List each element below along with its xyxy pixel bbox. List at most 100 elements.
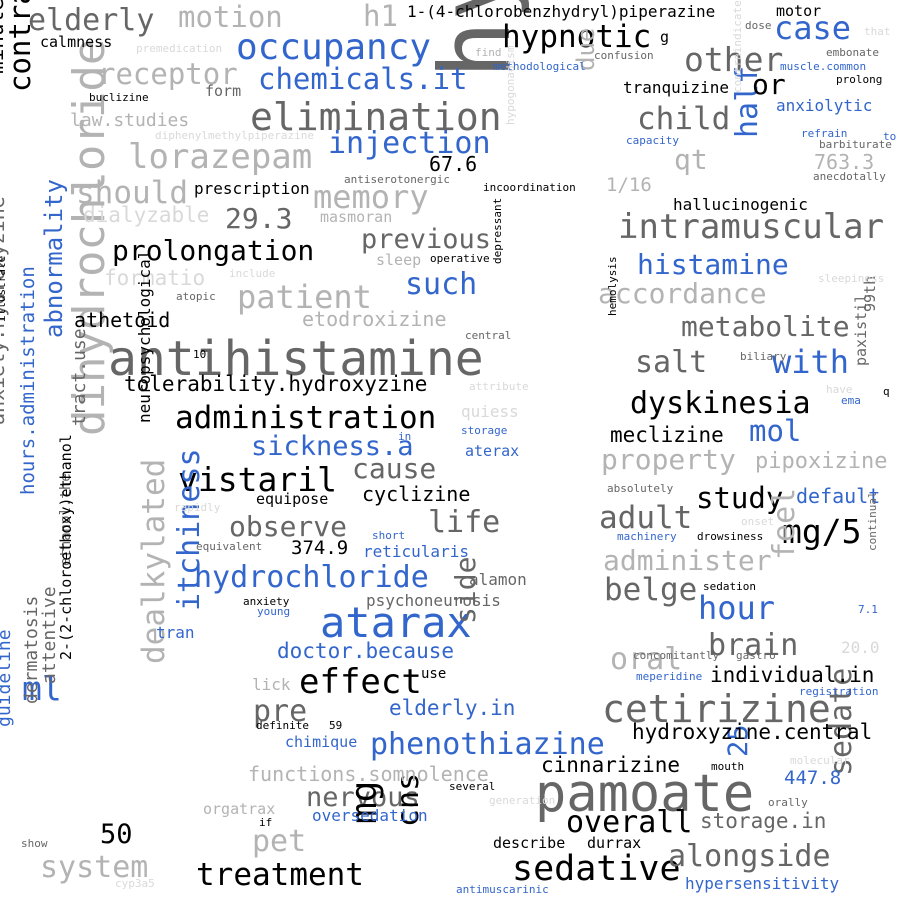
cloud-word: elderly.in	[389, 696, 516, 720]
cloud-word: guideline	[0, 629, 15, 727]
cloud-word: qt	[674, 143, 708, 176]
cloud-word: orally	[768, 796, 808, 809]
cloud-word: oversedation	[312, 806, 428, 825]
cloud-word: prolongation	[112, 234, 315, 267]
cloud-word: anecdotally	[813, 170, 886, 183]
cloud-word: ml	[22, 669, 62, 708]
cloud-word: show	[21, 837, 48, 850]
cloud-word: capacity	[626, 134, 679, 147]
cloud-word: individual.in	[710, 663, 875, 687]
cloud-word: neuropsychological	[135, 249, 154, 423]
cloud-word: tran	[156, 623, 195, 642]
cloud-word: phenothiazine	[370, 727, 605, 762]
cloud-word: receptor	[98, 57, 238, 91]
cloud-word: h1	[363, 0, 398, 33]
cloud-word: that	[864, 25, 891, 38]
cloud-word: equivalent	[196, 540, 263, 553]
cloud-word: nervous	[306, 782, 420, 813]
cloud-word: overall	[566, 805, 693, 840]
cloud-word: muscle.common	[780, 60, 867, 73]
cloud-word: pamoate	[535, 764, 755, 824]
cloud-word: 374.9	[291, 537, 349, 559]
cloud-word: young	[257, 605, 291, 618]
cloud-word: barbiturate	[819, 138, 892, 151]
cloud-word: patient	[237, 278, 372, 316]
cloud-word: mouth	[711, 760, 745, 773]
cloud-word: meperidine	[636, 670, 703, 683]
cloud-word: storage	[461, 424, 508, 437]
cloud-word: 20.0	[841, 638, 880, 657]
cloud-word: registration	[799, 685, 879, 698]
cloud-word: if	[259, 816, 273, 829]
cloud-word: biliary	[740, 350, 787, 363]
cloud-word: sickness.a	[251, 431, 414, 462]
cloud-word: elderly	[28, 3, 155, 38]
cloud-word: effect	[299, 662, 422, 702]
cloud-word: hemolysis	[606, 256, 619, 316]
cloud-word: 10	[193, 348, 207, 361]
cloud-word: formatio	[104, 266, 206, 290]
cloud-word: attribute	[469, 380, 529, 393]
cloud-word: absolutely	[607, 482, 674, 495]
cloud-word: sleep	[376, 251, 422, 269]
cloud-word: injection	[328, 126, 491, 161]
cloud-word: definite	[256, 719, 309, 732]
cloud-word: short	[372, 529, 406, 542]
cloud-word: functions.somnolence	[248, 762, 489, 786]
cloud-word: machinery	[617, 530, 677, 543]
cloud-word: hydroxyzine.central	[632, 720, 873, 744]
cloud-word: anxiety	[243, 595, 290, 608]
cloud-word: dermatosis	[21, 595, 42, 704]
cloud-word: mol	[749, 414, 802, 448]
cloud-word: meclizine	[610, 423, 724, 447]
cloud-word: cinnarizine	[541, 753, 681, 777]
cloud-word: 59	[329, 719, 343, 732]
cloud-word: itchiness	[172, 448, 207, 611]
cloud-word: 1-(4-chlorobenzhydryl)piperazine	[407, 2, 716, 21]
cloud-word: observe	[229, 510, 348, 543]
cloud-word: g	[660, 28, 670, 46]
cloud-word: administer	[603, 544, 772, 577]
cloud-word: generation	[489, 794, 556, 807]
cloud-word: metabolite	[681, 310, 850, 343]
cloud-word: sedative	[512, 849, 681, 889]
cloud-word: motor	[776, 2, 822, 20]
cloud-word: concomitantly	[633, 649, 720, 662]
cloud-word: 29.3	[225, 202, 293, 235]
cloud-word: child	[637, 101, 731, 137]
cloud-word: hours.administration	[17, 266, 39, 495]
cloud-word: intramuscular	[618, 207, 885, 247]
cloud-word: buclizine	[89, 91, 149, 104]
cloud-word: include	[229, 267, 276, 280]
cloud-word: occupancy	[236, 27, 432, 68]
cloud-word: hypersensitivity	[685, 874, 840, 893]
cloud-word: lick	[252, 675, 291, 694]
cloud-word: aterax	[465, 442, 520, 460]
cloud-word: or	[752, 68, 786, 101]
cloud-word: prescription	[194, 179, 310, 198]
cloud-word: tranquizine	[623, 78, 729, 97]
cloud-word: equipose	[256, 490, 329, 508]
cloud-word: reticularis	[363, 542, 469, 561]
cloud-word: lorazepam	[128, 137, 313, 177]
cloud-word: hour	[698, 589, 776, 627]
cloud-word: hallucinogenic	[673, 195, 808, 214]
cloud-word: chimique	[285, 733, 358, 751]
cloud-word: pipoxizine	[755, 449, 888, 474]
cloud-word: continual	[866, 491, 879, 551]
cloud-word: 67.6	[429, 152, 478, 176]
cloud-word: methodological	[493, 60, 586, 73]
cloud-word: psychoneurosis	[366, 591, 501, 610]
cloud-word: have	[826, 383, 853, 396]
cloud-word: illustrate	[0, 255, 8, 322]
cloud-word: belge	[604, 572, 698, 608]
cloud-word: drowsiness	[697, 530, 764, 543]
cloud-word: molecular	[790, 754, 850, 767]
cloud-word: ema	[841, 394, 861, 407]
cloud-word: etodroxizine	[302, 307, 447, 331]
cloud-word: accordance	[598, 277, 767, 310]
cloud-word: dose	[745, 19, 772, 32]
cloud-word: hydrochloride	[194, 560, 429, 595]
cloud-word: cause	[352, 452, 437, 485]
